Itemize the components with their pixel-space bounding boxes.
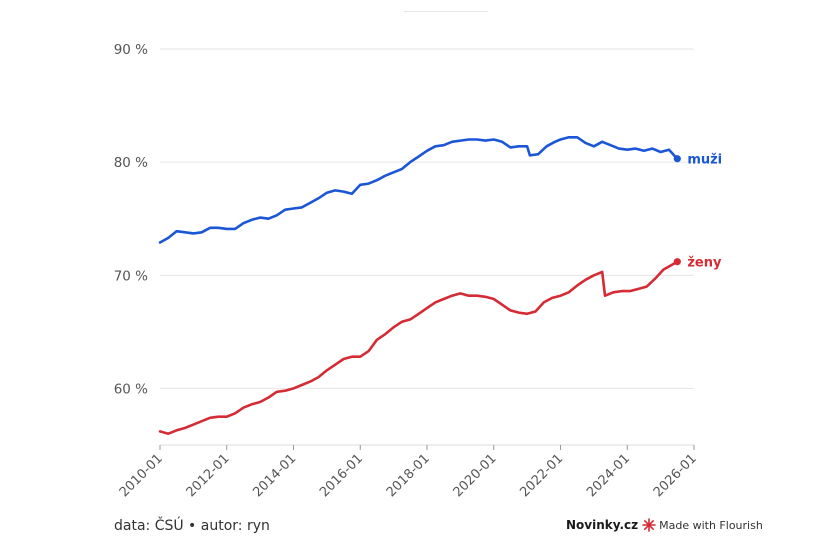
x-tick-label: 2020-01 bbox=[451, 451, 500, 500]
y-tick-label: 90 % bbox=[114, 42, 148, 58]
x-tick-label: 2010-01 bbox=[117, 451, 166, 500]
series-end-point bbox=[673, 258, 681, 266]
source-credit: data: ČSÚ • autor: ryn bbox=[114, 518, 270, 534]
series-line bbox=[158, 260, 679, 435]
x-tick-label: 2022-01 bbox=[517, 451, 566, 500]
series-label: muži bbox=[687, 153, 722, 168]
brand-area[interactable]: Novinky.cz Made with Flourish bbox=[566, 518, 763, 532]
x-tick-label: 2026-01 bbox=[651, 451, 700, 500]
gridlines bbox=[160, 48, 694, 446]
series-label: ženy bbox=[687, 256, 722, 271]
x-tick-label: 2018-01 bbox=[384, 451, 433, 500]
series-end-point bbox=[673, 155, 681, 163]
series-end-labels: muži ženy bbox=[687, 153, 722, 271]
x-tick-label: 2012-01 bbox=[184, 451, 233, 500]
line-chart: 60 %70 %80 %90 % 2010-01 2012-01 2014-01 20… bbox=[114, 42, 722, 500]
top-divider bbox=[404, 11, 488, 12]
y-tick-label: 60 % bbox=[114, 381, 148, 397]
series-lines bbox=[158, 136, 681, 435]
x-tick-label: 2016-01 bbox=[317, 451, 366, 500]
y-axis-ticks: 60 % 70 % 80 % 90 % bbox=[114, 42, 148, 397]
x-axis-ticks: 2010-01 2012-01 2014-01 2016-01 2018-01 2020-… bbox=[117, 445, 700, 500]
flourish-credit[interactable]: Made with Flourish bbox=[642, 518, 763, 532]
series-line bbox=[158, 136, 679, 244]
flourish-icon bbox=[642, 518, 656, 532]
x-tick-label: 2014-01 bbox=[250, 451, 299, 500]
brand-name[interactable]: Novinky.cz bbox=[566, 518, 639, 532]
x-tick-label: 2024-01 bbox=[584, 451, 633, 500]
y-tick-label: 80 % bbox=[114, 155, 148, 171]
flourish-label: Made with Flourish bbox=[659, 518, 763, 532]
y-tick-label: 70 % bbox=[114, 268, 148, 284]
